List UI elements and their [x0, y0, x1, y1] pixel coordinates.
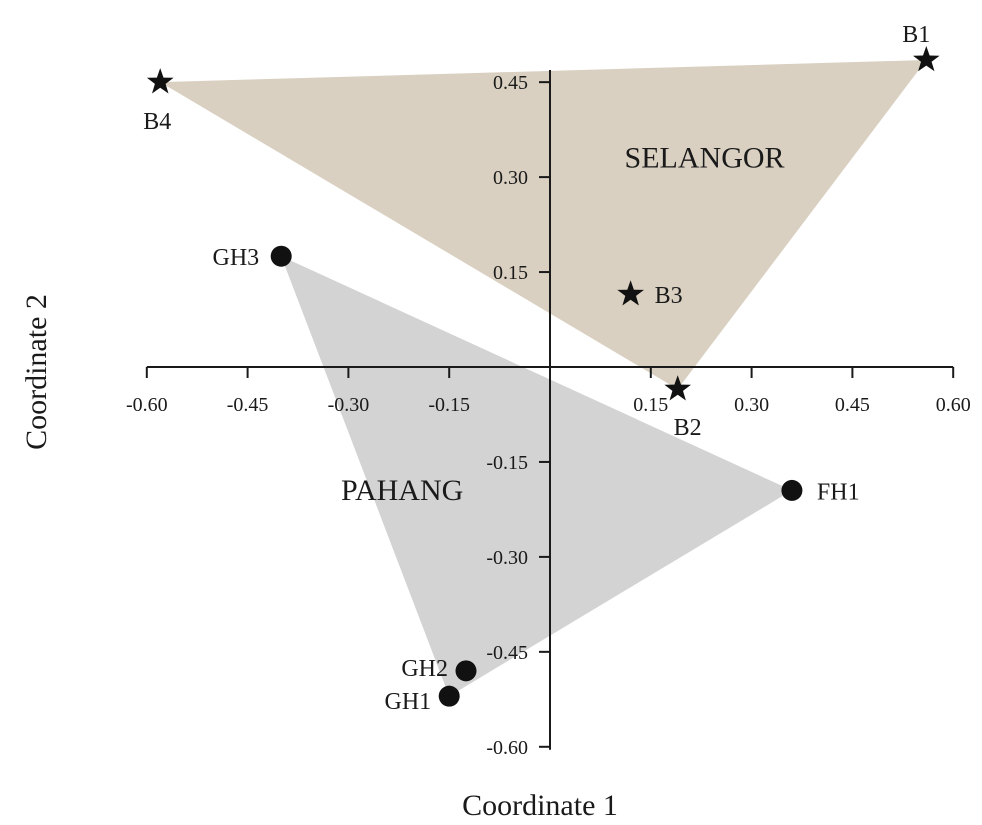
point-label-b3: B3 [655, 283, 683, 309]
group-label-pahang: PAHANG [341, 474, 463, 507]
point-label-gh3: GH3 [213, 245, 260, 271]
circle-marker-fh1 [781, 479, 803, 501]
circle-marker-gh3 [270, 245, 292, 267]
y-tick-label: -0.30 [486, 547, 528, 569]
star-marker-b4 [146, 68, 174, 94]
x-tick-label: 0.15 [633, 394, 668, 416]
x-tick-label: -0.30 [328, 394, 370, 416]
labels: B1 B2 B3 B4 SELANGOR GH3 FH1 GH2 GH1 PAHANG [143, 22, 930, 715]
point-label-b2: B2 [674, 415, 702, 441]
star-marker-b3 [617, 280, 644, 306]
point-label-fh1: FH1 [817, 479, 860, 505]
y-axis-title: Coordinate 2 [20, 294, 53, 450]
point-label-b4: B4 [143, 109, 171, 135]
y-tick-label: 0.30 [493, 167, 528, 189]
y-tick-label: -0.15 [486, 452, 528, 474]
star-marker-b2 [664, 375, 691, 401]
point-label-gh2: GH2 [401, 656, 448, 682]
data-points [146, 46, 940, 707]
x-tick-label: -0.60 [126, 394, 168, 416]
x-tick-label: 0.30 [734, 394, 769, 416]
point-label-gh1: GH1 [385, 689, 432, 715]
x-tick-label: 0.60 [936, 394, 971, 416]
group-hulls [160, 60, 927, 697]
circle-marker-gh2 [455, 660, 477, 682]
hull-selangor [160, 60, 927, 390]
y-tick-label: 0.15 [493, 262, 528, 284]
x-tick-label: 0.45 [835, 394, 870, 416]
y-tick-label: -0.45 [486, 642, 528, 664]
group-label-selangor: SELANGOR [625, 142, 785, 175]
point-label-b1: B1 [902, 22, 930, 48]
star-marker-b1 [913, 46, 940, 72]
y-tick-label: 0.45 [493, 72, 528, 94]
circle-marker-gh1 [438, 685, 460, 707]
x-tick-label: -0.15 [428, 394, 470, 416]
x-tick-label: -0.45 [227, 394, 269, 416]
y-tick-label: -0.60 [486, 737, 528, 759]
x-axis-title: Coordinate 1 [462, 789, 618, 822]
axes: -0.60 -0.45 -0.30 -0.15 0.15 0.30 0.45 0.60 0.45… [126, 70, 971, 759]
